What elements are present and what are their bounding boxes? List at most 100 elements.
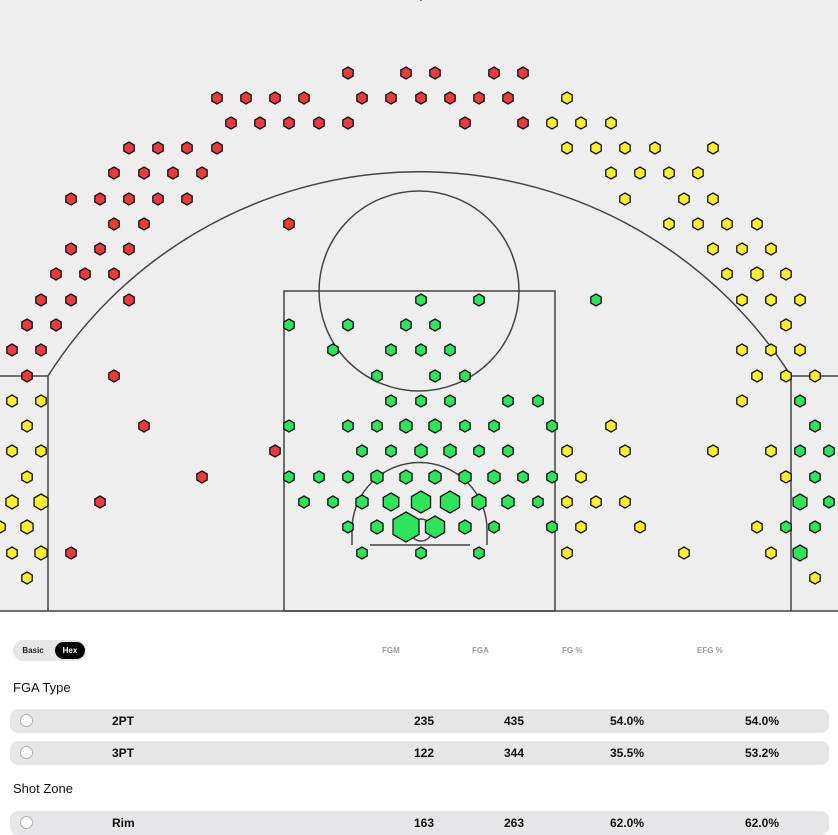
- shot-hex-79: [794, 293, 806, 307]
- shot-hex-23: [517, 116, 529, 130]
- shot-hex-180: [546, 520, 558, 534]
- shot-hex-184: [780, 520, 792, 534]
- shot-hex-11: [385, 91, 397, 105]
- shot-hex-121: [488, 419, 500, 433]
- section-title-shot-zone: Shot Zone: [13, 781, 73, 796]
- shot-hex-43: [692, 166, 704, 180]
- shot-hex-93: [736, 343, 748, 357]
- shot-hex-190: [415, 546, 427, 560]
- view-toggle[interactable]: Basic Hex: [13, 640, 86, 661]
- shot-hex-12: [415, 91, 427, 105]
- shot-hex-159: [327, 495, 339, 509]
- shot-hex-58: [751, 217, 763, 231]
- shot-hex-56: [692, 217, 704, 231]
- shot-hex-27: [123, 141, 135, 155]
- shot-hex-84: [400, 318, 412, 332]
- shot-hex-85: [429, 318, 441, 332]
- shot-hex-150: [517, 470, 529, 484]
- shot-hex-130: [414, 443, 428, 459]
- shot-hex-77: [736, 293, 748, 307]
- shot-hex-36: [108, 166, 120, 180]
- shot-hex-134: [561, 444, 573, 458]
- row-fg-pct: 35.5%: [610, 746, 645, 760]
- table-row[interactable]: 2PT 235 435 54.0% 54.0%: [10, 709, 829, 733]
- row-radio[interactable]: [20, 714, 33, 727]
- shot-hex-157: [94, 495, 106, 509]
- shot-hex-124: [809, 419, 821, 433]
- shot-chart: [0, 0, 838, 612]
- shot-hex-133: [502, 444, 514, 458]
- shot-hex-47: [152, 192, 164, 206]
- court-svg: [0, 0, 838, 612]
- shot-hex-165: [501, 494, 515, 510]
- shot-hex-35: [707, 141, 719, 155]
- shot-hex-182: [634, 520, 646, 534]
- shot-hex-19: [283, 116, 295, 130]
- table-row[interactable]: 3PT 122 344 35.5% 53.2%: [10, 741, 829, 765]
- shot-hex-138: [794, 444, 806, 458]
- shot-hex-168: [590, 495, 602, 509]
- shot-hex-18: [254, 116, 266, 130]
- shot-hex-158: [298, 495, 310, 509]
- shot-hex-28: [152, 141, 164, 155]
- shot-hex-189: [356, 546, 368, 560]
- shot-hex-22: [459, 116, 471, 130]
- shot-hex-167: [561, 495, 573, 509]
- row-radio[interactable]: [20, 816, 33, 829]
- shot-hex-62: [707, 242, 719, 256]
- shot-hex-39: [196, 166, 208, 180]
- shot-hex-40: [605, 166, 617, 180]
- shot-hex-107: [415, 394, 427, 408]
- row-fga: 263: [504, 816, 525, 830]
- toggle-hex[interactable]: Hex: [55, 642, 85, 659]
- shot-hex-103: [809, 369, 821, 383]
- row-radio[interactable]: [20, 746, 33, 759]
- shot-hex-95: [794, 343, 806, 357]
- shot-hex-127: [269, 444, 281, 458]
- toggle-basic[interactable]: Basic: [22, 646, 44, 655]
- shot-hex-166: [532, 495, 544, 509]
- shot-hex-106: [385, 394, 397, 408]
- shot-hex-129: [385, 444, 397, 458]
- shot-hex-197: [809, 571, 821, 585]
- shot-hex-21: [342, 116, 354, 130]
- shot-hex-123: [605, 419, 617, 433]
- col-header-efg-pct: EFG %: [697, 646, 723, 655]
- shot-hex-144: [342, 470, 354, 484]
- shot-hex-38: [167, 166, 179, 180]
- shot-hex-125: [6, 444, 18, 458]
- shot-hex-6: [211, 91, 223, 105]
- shot-hex-114: [138, 419, 150, 433]
- shot-hex-140: [21, 470, 33, 484]
- shot-hex-87: [6, 343, 18, 357]
- shot-hex-52: [108, 217, 120, 231]
- shot-hex-91: [415, 343, 427, 357]
- shot-hex-162: [410, 490, 432, 514]
- col-header-fga: FGA: [472, 646, 489, 655]
- shot-hex-24: [546, 116, 558, 130]
- shot-hex-187: [34, 545, 48, 561]
- shot-hex-160: [355, 494, 369, 510]
- shot-hex-135: [619, 444, 631, 458]
- shot-hex-94: [765, 343, 777, 357]
- shot-hex-137: [765, 444, 777, 458]
- table-row[interactable]: Rim 163 263 62.0% 62.0%: [10, 811, 829, 835]
- col-header-fg-pct: FG %: [562, 646, 583, 655]
- col-header-fgm: FGM: [382, 646, 400, 655]
- shot-hex-175: [370, 519, 384, 535]
- shot-hex-2: [400, 66, 412, 80]
- shot-hex-104: [6, 394, 18, 408]
- shot-hex-96: [21, 369, 33, 383]
- shot-hex-101: [751, 369, 763, 383]
- row-efg-pct: 62.0%: [745, 816, 780, 830]
- shot-hex-32: [590, 141, 602, 155]
- shot-hex-41: [634, 166, 646, 180]
- shot-hex-30: [211, 141, 223, 155]
- three-point-arc: [47, 171, 792, 377]
- shot-hex-8: [269, 91, 281, 105]
- shot-hex-191: [473, 546, 485, 560]
- shot-hex-16: [561, 91, 573, 105]
- shot-hex-111: [736, 394, 748, 408]
- shot-hex-1: [342, 66, 354, 80]
- shot-hexes: [0, 0, 835, 585]
